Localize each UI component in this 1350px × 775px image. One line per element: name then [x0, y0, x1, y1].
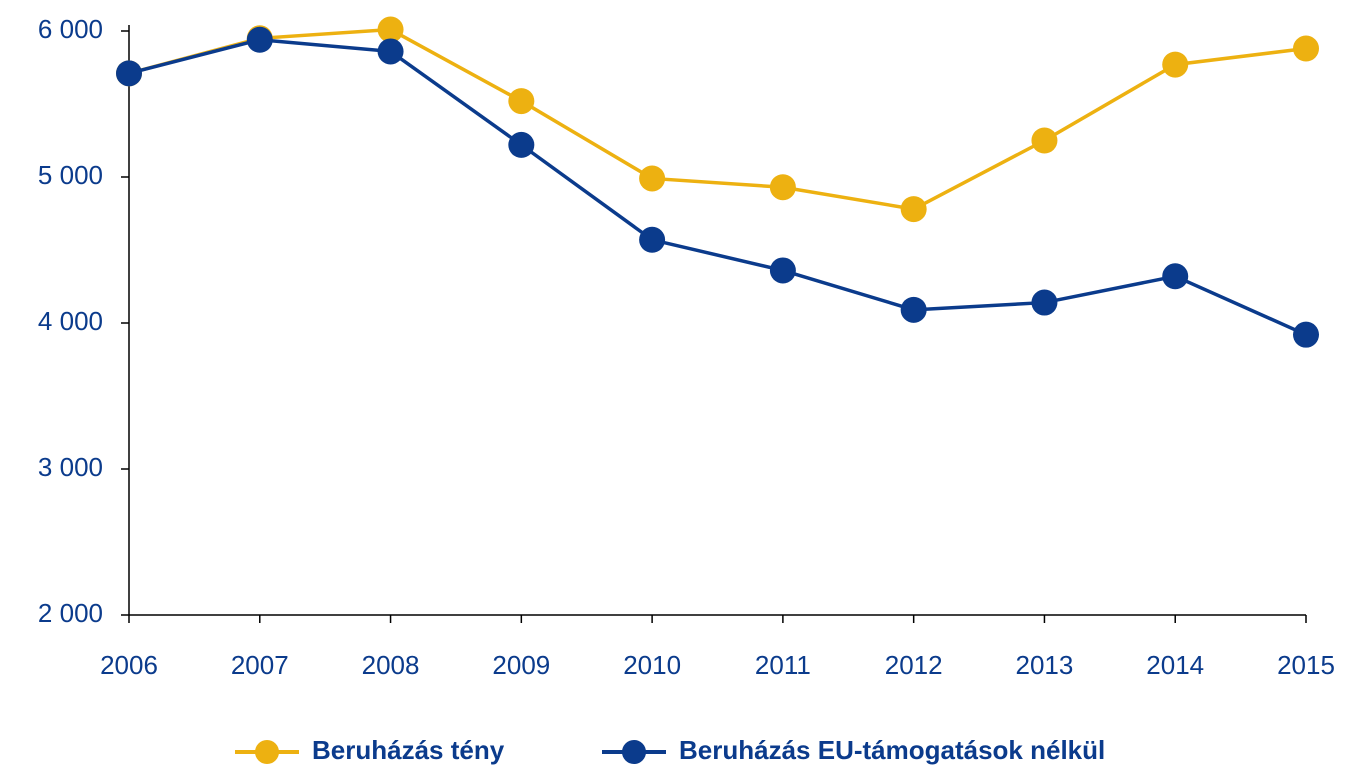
x-tick-label: 2009 — [492, 650, 550, 680]
y-tick-label: 2 000 — [38, 598, 103, 628]
x-tick-label: 2008 — [362, 650, 420, 680]
data-point — [508, 131, 535, 158]
legend-label: Beruházás tény — [312, 735, 505, 765]
data-point — [246, 26, 273, 53]
data-point — [377, 38, 404, 65]
series-line — [128, 37, 1307, 337]
data-point — [508, 88, 535, 115]
data-point — [900, 296, 927, 323]
legend-marker — [622, 740, 646, 764]
data-point — [639, 165, 666, 192]
data-point — [769, 257, 796, 284]
y-tick-label: 4 000 — [38, 306, 103, 336]
data-point — [1031, 289, 1058, 316]
data-point — [1293, 321, 1319, 348]
data-point — [1031, 127, 1058, 154]
y-tick-label: 5 000 — [38, 160, 103, 190]
y-tick-label: 3 000 — [38, 452, 103, 482]
legend-label: Beruházás EU-támogatások nélkül — [679, 735, 1105, 765]
data-point — [116, 60, 142, 87]
x-tick-label: 2006 — [100, 650, 158, 680]
data-point — [769, 174, 796, 201]
x-tick-label: 2010 — [623, 650, 681, 680]
x-tick-label: 2012 — [885, 650, 943, 680]
series-line — [128, 27, 1307, 211]
data-point — [1162, 263, 1189, 290]
x-tick-label: 2013 — [1016, 650, 1074, 680]
y-tick-label: 6 000 — [38, 14, 103, 44]
x-tick-label: 2011 — [755, 650, 811, 680]
data-point — [900, 196, 927, 223]
data-point — [639, 226, 666, 253]
data-point — [1293, 35, 1319, 62]
x-tick-label: 2014 — [1146, 650, 1204, 680]
x-tick-label: 2007 — [231, 650, 289, 680]
legend-marker — [255, 740, 279, 764]
x-tick-label: 2015 — [1277, 650, 1335, 680]
data-point — [377, 16, 404, 43]
data-point — [1162, 51, 1189, 78]
